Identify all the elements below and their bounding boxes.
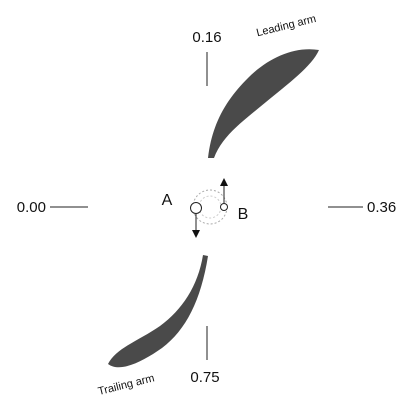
trailing-arm-shape [108,255,208,368]
leading-arm-shape [208,49,319,158]
bottom-label: 0.75 [190,369,219,386]
point-a-label: A [162,192,173,209]
point-b-label: B [238,206,249,223]
top-label: 0.16 [192,29,221,46]
left-label: 0.00 [17,199,46,216]
point-a [190,202,202,214]
point-b [220,203,228,211]
right-label: 0.36 [367,199,396,216]
